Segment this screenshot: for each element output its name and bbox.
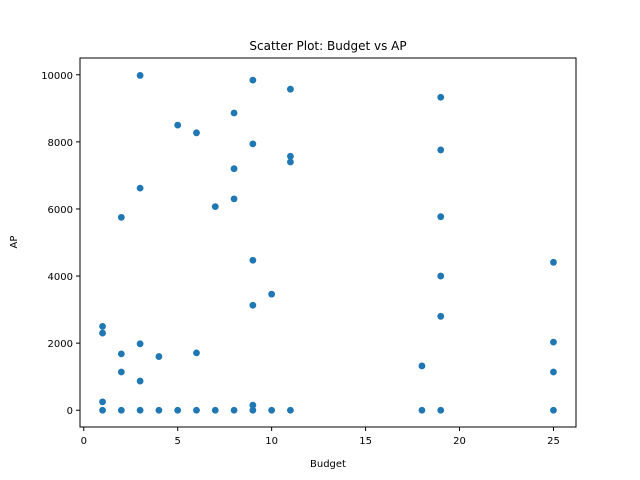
y-axis: 0 2000 4000 6000 8000 10000 (41, 71, 80, 417)
x-tick-label: 15 (359, 436, 372, 447)
data-point (287, 158, 294, 166)
data-point (230, 165, 238, 173)
data-point (249, 256, 257, 264)
x-axis-label: Budget (310, 459, 346, 470)
y-tick-label: 8000 (48, 138, 73, 149)
data-point (117, 213, 125, 221)
y-tick-label: 6000 (48, 205, 73, 216)
data-point (230, 109, 238, 117)
data-point (550, 406, 557, 414)
data-point (437, 146, 445, 154)
data-point (268, 406, 276, 414)
data-point (249, 76, 257, 84)
data-point (437, 406, 445, 414)
y-axis-label: AP (9, 236, 20, 249)
data-point (437, 272, 445, 280)
data-point (550, 368, 557, 376)
chart-title: Scatter Plot: Budget vs AP (249, 39, 406, 53)
data-point (287, 152, 294, 160)
data-point (249, 301, 257, 309)
x-tick-label: 25 (547, 436, 560, 447)
data-point (230, 195, 238, 203)
data-point (99, 406, 106, 414)
data-point (155, 406, 163, 414)
data-point (437, 312, 445, 320)
plot-frame (79, 57, 577, 428)
data-point (287, 85, 294, 93)
y-tick-label: 2000 (48, 339, 73, 350)
data-point (136, 377, 144, 385)
data-point (418, 406, 426, 414)
data-point (99, 398, 106, 406)
data-point (211, 203, 219, 211)
data-point (230, 406, 238, 414)
data-point (99, 329, 106, 337)
y-tick-label: 10000 (41, 71, 73, 82)
x-tick-label: 10 (265, 436, 278, 447)
y-tick-label: 4000 (48, 272, 73, 283)
data-point (174, 406, 182, 414)
data-point (249, 406, 257, 414)
y-tick-label: 0 (67, 406, 73, 417)
data-point (418, 362, 426, 370)
data-point (117, 406, 125, 414)
x-tick-label: 20 (453, 436, 466, 447)
data-point (193, 406, 200, 414)
data-point (550, 258, 557, 266)
data-point (550, 338, 557, 346)
x-tick-label: 5 (175, 436, 181, 447)
data-point (437, 93, 445, 101)
x-axis: 0 5 10 15 20 25 (81, 427, 560, 447)
data-point (437, 213, 445, 221)
data-point (193, 349, 200, 357)
points-layer (99, 72, 557, 414)
data-point (136, 184, 144, 192)
data-point (268, 290, 276, 298)
data-point (117, 368, 125, 376)
data-point (117, 350, 125, 358)
data-point (174, 121, 182, 129)
data-point (136, 340, 144, 348)
data-point (249, 140, 257, 148)
data-point (287, 406, 294, 414)
x-tick-label: 0 (81, 436, 87, 447)
data-point (136, 406, 144, 414)
data-point (155, 353, 163, 360)
data-point (249, 401, 257, 409)
data-point (136, 72, 144, 79)
data-point (211, 406, 219, 414)
data-point (193, 129, 200, 137)
data-point (99, 322, 106, 330)
